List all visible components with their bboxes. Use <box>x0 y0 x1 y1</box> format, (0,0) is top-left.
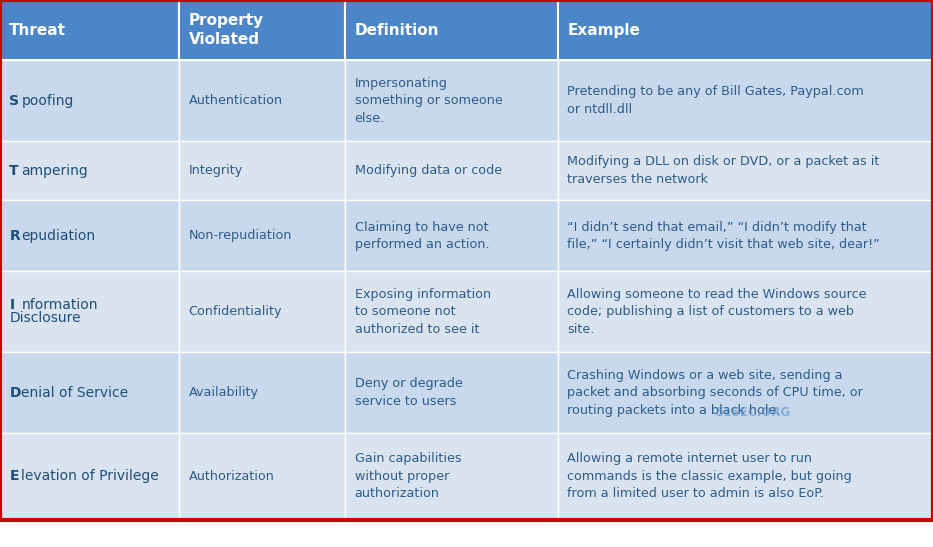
Bar <box>558 60 933 141</box>
Bar <box>345 60 558 141</box>
Bar <box>179 433 345 520</box>
Text: D: D <box>9 386 21 400</box>
Bar <box>345 141 558 200</box>
Bar <box>0 0 179 60</box>
Text: S: S <box>9 94 20 108</box>
Text: Authorization: Authorization <box>188 470 274 483</box>
Bar <box>179 271 345 352</box>
Text: Deny or degrade
service to users: Deny or degrade service to users <box>355 377 462 408</box>
Bar <box>0 200 179 271</box>
Bar <box>558 200 933 271</box>
Bar <box>0 141 179 200</box>
Bar <box>179 141 345 200</box>
Text: levation of Privilege: levation of Privilege <box>21 469 160 484</box>
Text: Gain capabilities
without proper
authorization: Gain capabilities without proper authori… <box>355 452 461 501</box>
Bar <box>345 271 558 352</box>
Text: Definition: Definition <box>355 22 439 38</box>
Text: T: T <box>9 164 19 178</box>
Text: Modifying data or code: Modifying data or code <box>355 164 502 177</box>
Text: Non-repudiation: Non-repudiation <box>188 229 292 242</box>
Text: Confidentiality: Confidentiality <box>188 305 282 318</box>
Bar <box>179 0 345 60</box>
Bar <box>345 200 558 271</box>
Text: Claiming to have not
performed an action.: Claiming to have not performed an action… <box>355 220 489 251</box>
Text: 51SEC.ORG: 51SEC.ORG <box>716 406 790 420</box>
Text: nformation: nformation <box>21 298 98 312</box>
Bar <box>179 60 345 141</box>
Text: epudiation: epudiation <box>21 229 95 243</box>
Bar <box>558 433 933 520</box>
Text: enial of Service: enial of Service <box>21 386 129 400</box>
Text: Exposing information
to someone not
authorized to see it: Exposing information to someone not auth… <box>355 288 491 336</box>
Text: “I didn’t send that email,” “I didn’t modify that
file,” “I certainly didn’t vis: “I didn’t send that email,” “I didn’t mo… <box>567 220 880 251</box>
Bar <box>0 271 179 352</box>
Text: Authentication: Authentication <box>188 94 283 107</box>
Text: Impersonating
something or someone
else.: Impersonating something or someone else. <box>355 77 502 125</box>
Text: Allowing a remote internet user to run
commands is the classic example, but goin: Allowing a remote internet user to run c… <box>567 452 852 501</box>
Text: Crashing Windows or a web site, sending a
packet and absorbing seconds of CPU ti: Crashing Windows or a web site, sending … <box>567 369 863 417</box>
Bar <box>558 0 933 60</box>
Bar <box>0 352 179 433</box>
Text: Property
Violated: Property Violated <box>188 13 264 47</box>
Text: E: E <box>9 469 19 484</box>
Bar <box>0 60 179 141</box>
Text: Modifying a DLL on disk or DVD, or a packet as it
traverses the network: Modifying a DLL on disk or DVD, or a pac… <box>567 155 880 186</box>
Bar <box>345 433 558 520</box>
Bar <box>179 200 345 271</box>
Bar <box>345 352 558 433</box>
Text: R: R <box>9 229 21 243</box>
Text: Integrity: Integrity <box>188 164 243 177</box>
Bar <box>179 352 345 433</box>
Bar <box>558 271 933 352</box>
Text: Disclosure: Disclosure <box>9 311 81 325</box>
Bar <box>0 433 179 520</box>
Text: poofing: poofing <box>21 94 74 108</box>
Text: I: I <box>9 298 14 312</box>
Text: ampering: ampering <box>21 164 89 178</box>
Text: Allowing someone to read the Windows source
code; publishing a list of customers: Allowing someone to read the Windows sou… <box>567 288 867 336</box>
Bar <box>558 141 933 200</box>
Text: Availability: Availability <box>188 386 258 399</box>
Text: Example: Example <box>567 22 640 38</box>
Bar <box>558 352 933 433</box>
Bar <box>345 0 558 60</box>
Text: Pretending to be any of Bill Gates, Paypal.com
or ntdll.dll: Pretending to be any of Bill Gates, Payp… <box>567 85 864 116</box>
Text: Threat: Threat <box>9 22 66 38</box>
